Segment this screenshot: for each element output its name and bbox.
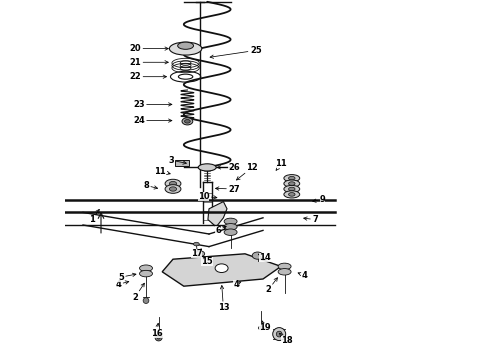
Ellipse shape <box>165 179 181 188</box>
Text: 15: 15 <box>201 256 213 265</box>
Ellipse shape <box>143 298 149 303</box>
Ellipse shape <box>284 191 300 198</box>
Ellipse shape <box>224 229 237 235</box>
Ellipse shape <box>289 193 295 196</box>
Text: 4: 4 <box>233 280 241 289</box>
Text: 1: 1 <box>89 210 99 224</box>
Text: 19: 19 <box>259 321 270 332</box>
Ellipse shape <box>258 326 264 330</box>
Text: 18: 18 <box>279 333 292 345</box>
Text: 11: 11 <box>154 166 170 175</box>
Text: 25: 25 <box>210 46 262 58</box>
Text: 27: 27 <box>216 184 240 194</box>
Ellipse shape <box>140 270 152 277</box>
Ellipse shape <box>194 242 199 246</box>
Ellipse shape <box>224 218 237 225</box>
Ellipse shape <box>278 269 291 275</box>
Text: 20: 20 <box>129 44 168 53</box>
Ellipse shape <box>289 187 295 191</box>
Text: 12: 12 <box>237 163 258 180</box>
Text: 10: 10 <box>198 192 217 201</box>
Text: 5: 5 <box>118 273 136 282</box>
Ellipse shape <box>289 182 295 185</box>
Text: 2: 2 <box>132 283 145 302</box>
Ellipse shape <box>252 252 263 259</box>
Text: 17: 17 <box>191 249 202 258</box>
Ellipse shape <box>289 176 295 180</box>
Text: 9: 9 <box>313 195 325 204</box>
Ellipse shape <box>284 175 300 182</box>
Ellipse shape <box>170 42 202 55</box>
Ellipse shape <box>182 118 193 125</box>
Ellipse shape <box>276 331 282 337</box>
Polygon shape <box>175 160 189 166</box>
Text: 8: 8 <box>143 181 158 190</box>
Ellipse shape <box>178 42 194 49</box>
Ellipse shape <box>224 224 237 230</box>
Ellipse shape <box>185 120 190 123</box>
Ellipse shape <box>273 328 286 341</box>
Text: 4: 4 <box>115 280 129 289</box>
Ellipse shape <box>196 251 205 257</box>
Text: 2: 2 <box>266 278 277 294</box>
Ellipse shape <box>198 164 216 171</box>
Ellipse shape <box>215 264 228 273</box>
Text: 4: 4 <box>298 271 307 280</box>
Text: 7: 7 <box>304 215 318 224</box>
Text: 14: 14 <box>258 253 270 262</box>
Polygon shape <box>162 254 281 286</box>
Text: 21: 21 <box>129 58 168 67</box>
Text: 13: 13 <box>218 285 229 312</box>
Polygon shape <box>208 202 227 227</box>
Ellipse shape <box>155 334 162 341</box>
Text: 24: 24 <box>133 116 172 125</box>
Text: 16: 16 <box>151 323 163 338</box>
Text: 22: 22 <box>129 72 167 81</box>
Ellipse shape <box>170 181 176 186</box>
Text: 6: 6 <box>215 226 226 235</box>
Ellipse shape <box>165 185 181 193</box>
Ellipse shape <box>284 185 300 193</box>
Text: 3: 3 <box>169 156 186 165</box>
Ellipse shape <box>278 263 291 270</box>
Ellipse shape <box>157 336 160 339</box>
Text: 23: 23 <box>133 100 172 109</box>
Ellipse shape <box>140 265 152 271</box>
Text: 11: 11 <box>275 159 287 170</box>
Ellipse shape <box>284 180 300 187</box>
Ellipse shape <box>170 187 176 191</box>
Text: 26: 26 <box>218 163 240 172</box>
